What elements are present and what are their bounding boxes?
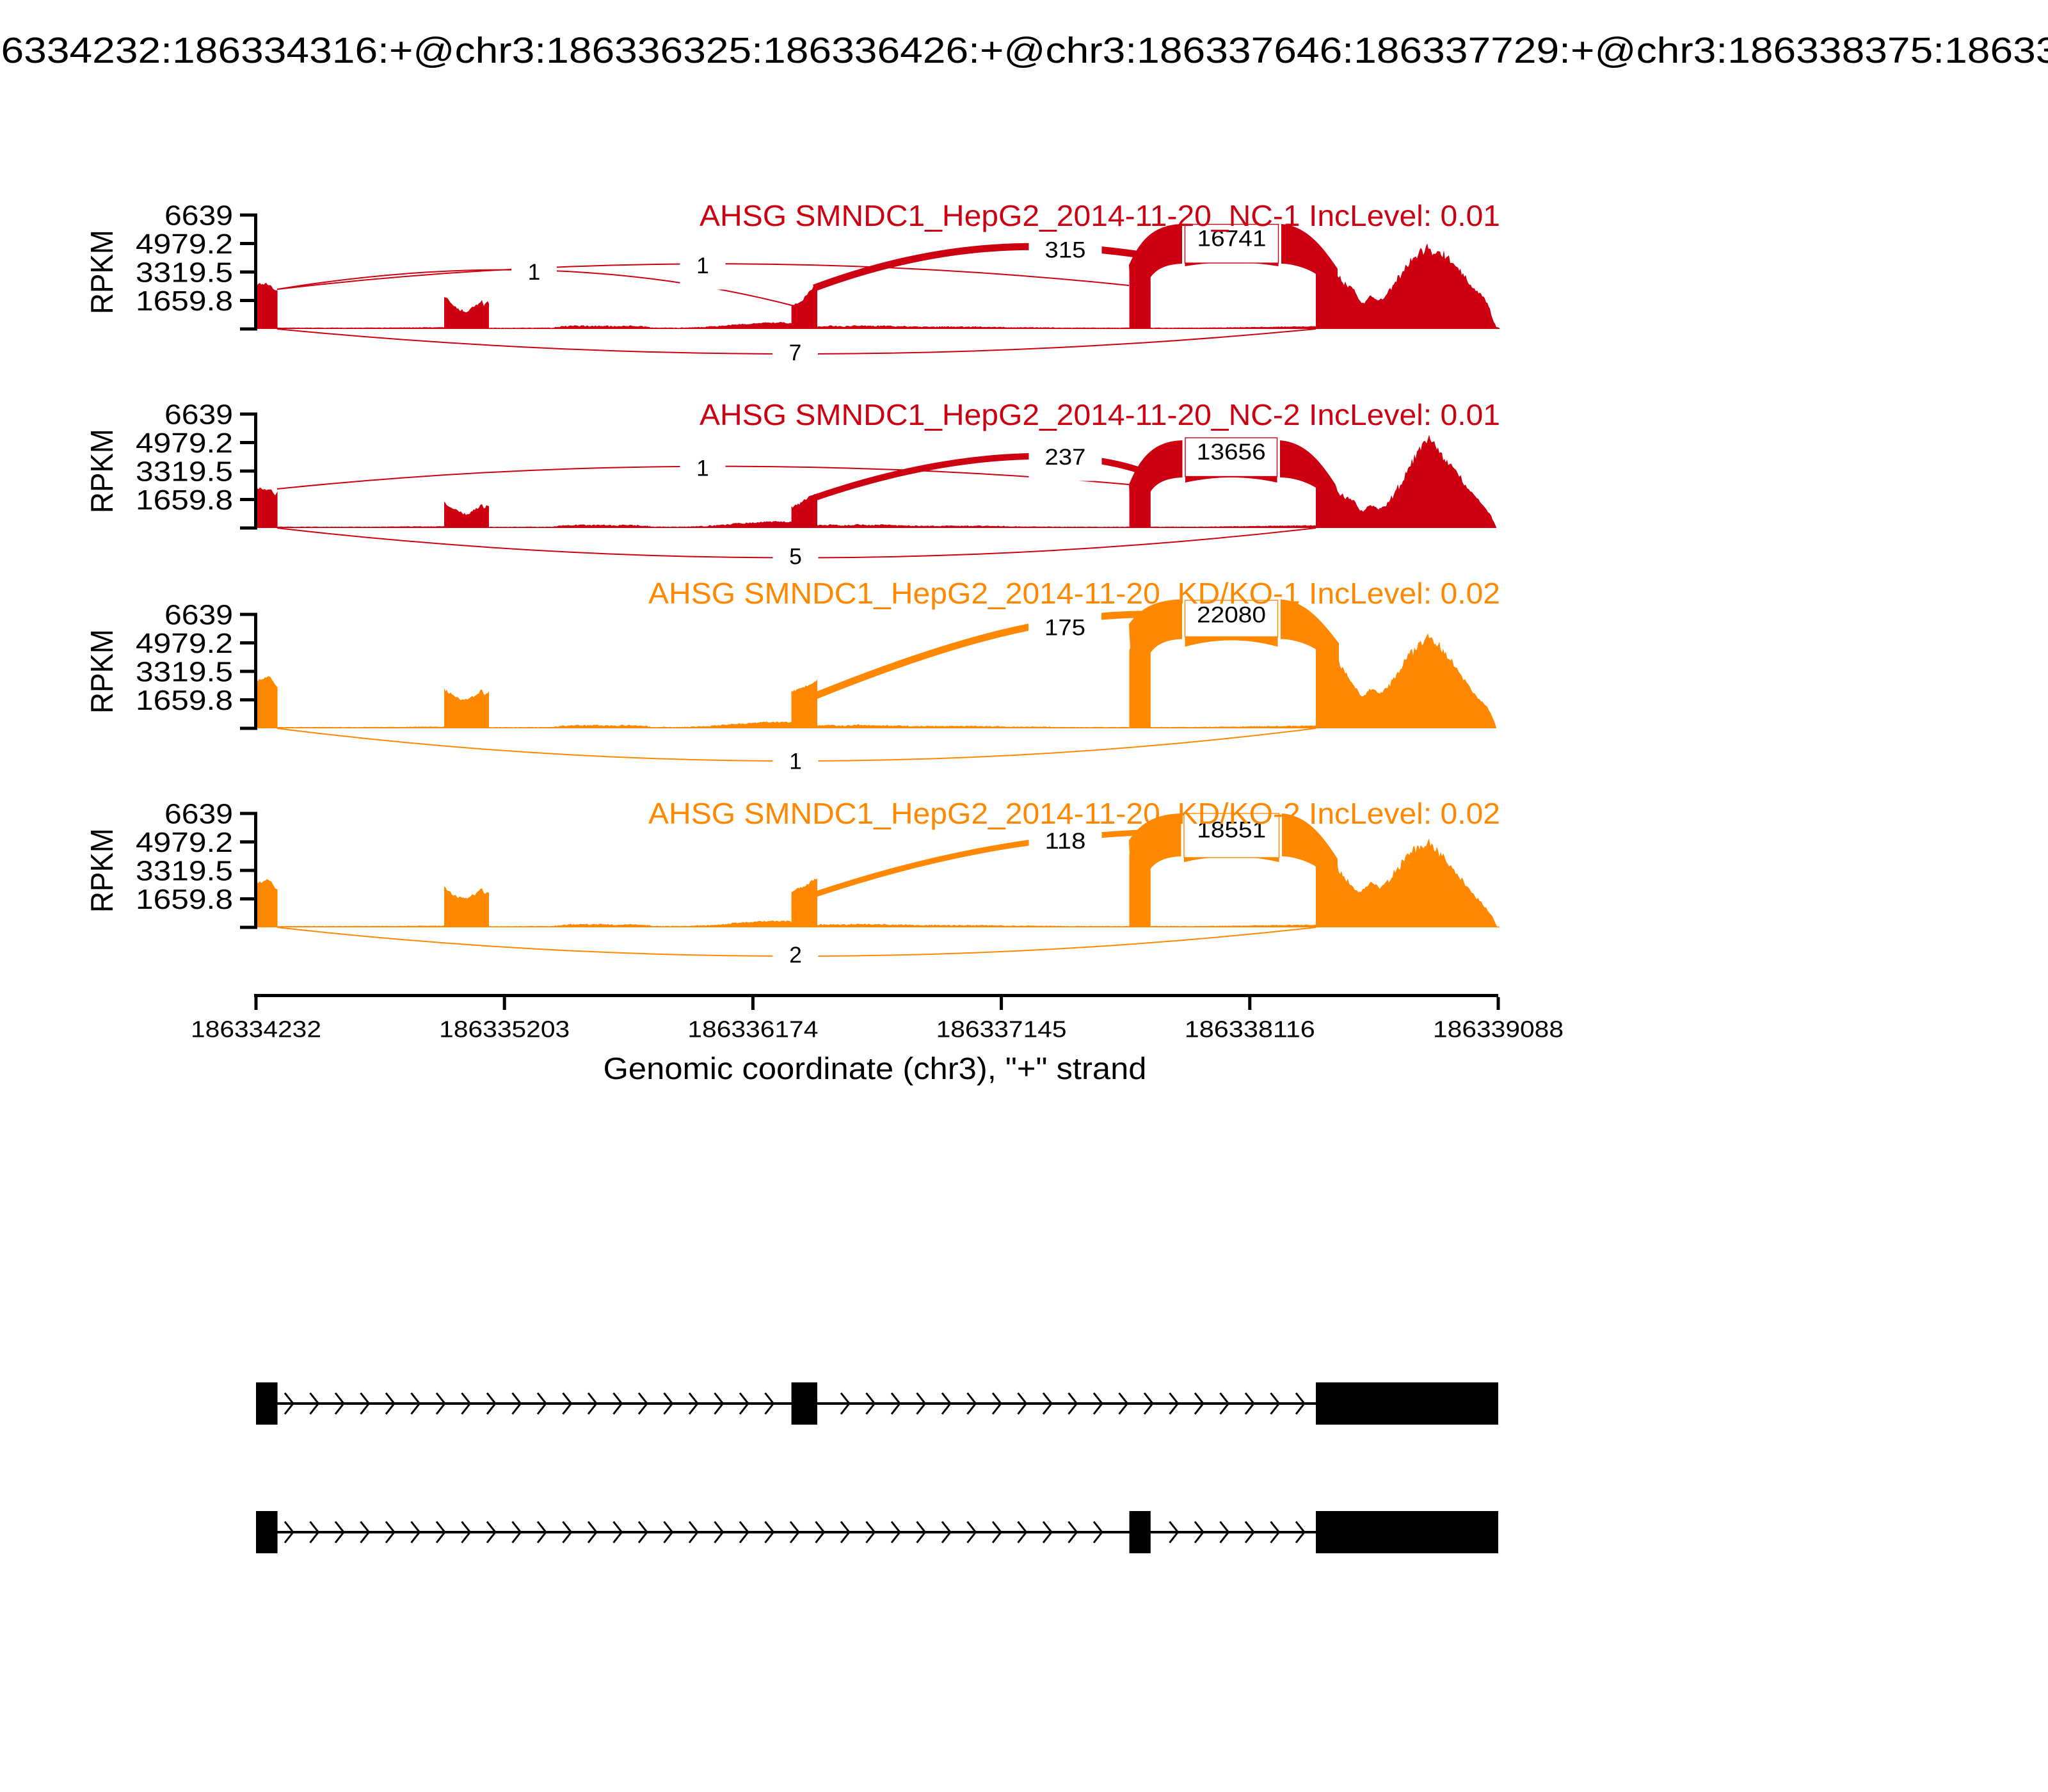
svg-text:AHSG SMNDC1_HepG2_2014-11-20_K: AHSG SMNDC1_HepG2_2014-11-20_KD/KO-2 Inc… [648, 797, 1500, 830]
svg-text:3319.5: 3319.5 [136, 456, 233, 488]
svg-text:118: 118 [1045, 828, 1086, 854]
svg-text:2: 2 [789, 942, 802, 968]
svg-text:186335203: 186335203 [439, 1016, 570, 1043]
svg-text:1659.8: 1659.8 [136, 884, 233, 915]
svg-text:RPKM: RPKM [85, 828, 120, 913]
svg-text:1: 1 [696, 253, 709, 278]
svg-text:186336174: 186336174 [687, 1016, 818, 1043]
svg-text:3319.5: 3319.5 [136, 657, 233, 688]
svg-text:18551: 18551 [1197, 817, 1266, 843]
svg-text:RPKM: RPKM [85, 230, 120, 314]
svg-text:3319.5: 3319.5 [136, 257, 233, 289]
svg-text:1659.8: 1659.8 [136, 484, 233, 516]
svg-text:186338116: 186338116 [1185, 1016, 1315, 1043]
svg-text:5: 5 [789, 544, 802, 570]
svg-text:AHSG SMNDC1_HepG2_2014-11-20_N: AHSG SMNDC1_HepG2_2014-11-20_NC-1 IncLev… [700, 199, 1500, 232]
svg-text:175: 175 [1044, 615, 1085, 641]
svg-text:RPKM: RPKM [85, 629, 120, 714]
svg-text:chr3:186334232:186334316:+@chr: chr3:186334232:186334316:+@chr3:18633632… [0, 30, 2048, 70]
svg-text:4979.2: 4979.2 [136, 228, 233, 260]
svg-text:22080: 22080 [1197, 602, 1266, 628]
svg-text:237: 237 [1045, 444, 1086, 470]
svg-text:6639: 6639 [164, 200, 233, 232]
svg-text:AHSG SMNDC1_HepG2_2014-11-20_N: AHSG SMNDC1_HepG2_2014-11-20_NC-2 IncLev… [700, 398, 1500, 431]
svg-text:6639: 6639 [164, 399, 233, 431]
svg-text:1: 1 [696, 456, 709, 481]
svg-text:16741: 16741 [1197, 226, 1267, 252]
svg-text:315: 315 [1045, 237, 1086, 263]
svg-text:4979.2: 4979.2 [136, 827, 233, 858]
svg-text:AHSG SMNDC1_HepG2_2014-11-20_K: AHSG SMNDC1_HepG2_2014-11-20_KD/KO-1 Inc… [648, 577, 1500, 610]
svg-text:186337145: 186337145 [936, 1016, 1067, 1043]
svg-text:1: 1 [528, 259, 541, 285]
svg-text:Genomic coordinate (chr3), "+": Genomic coordinate (chr3), "+" strand [604, 1052, 1147, 1086]
svg-text:13656: 13656 [1197, 439, 1266, 465]
svg-text:4979.2: 4979.2 [136, 428, 233, 459]
svg-text:4979.2: 4979.2 [136, 628, 233, 659]
svg-text:6639: 6639 [164, 799, 233, 830]
svg-text:3319.5: 3319.5 [136, 856, 233, 887]
svg-text:186334232: 186334232 [191, 1016, 321, 1043]
svg-text:RPKM: RPKM [85, 429, 120, 513]
svg-text:1659.8: 1659.8 [136, 685, 233, 716]
svg-text:1659.8: 1659.8 [136, 285, 233, 317]
svg-text:186339088: 186339088 [1433, 1016, 1564, 1043]
svg-text:1: 1 [789, 749, 802, 774]
svg-text:6639: 6639 [164, 600, 233, 631]
svg-text:7: 7 [789, 340, 802, 365]
